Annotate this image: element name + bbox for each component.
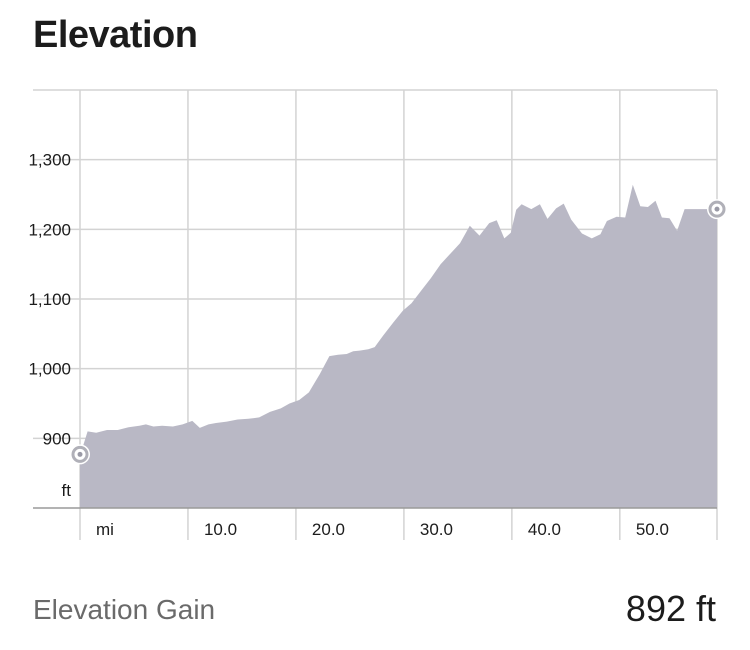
chart-markers — [70, 199, 727, 465]
y-tick-label: 1,300 — [28, 151, 71, 170]
y-tick-label: 1,200 — [28, 220, 71, 239]
elevation-gain-value: 892 ft — [625, 588, 716, 629]
page-title: Elevation — [33, 14, 198, 56]
y-unit-label: ft — [62, 481, 72, 500]
end-marker-dot — [714, 206, 720, 212]
x-tick-label: 10.0 — [204, 520, 237, 539]
x-tick-label: 40.0 — [528, 520, 561, 539]
y-tick-label: 1,000 — [28, 360, 71, 379]
elevation-gain-label: Elevation Gain — [33, 594, 216, 625]
start-marker — [70, 444, 90, 465]
x-tick-label: 30.0 — [420, 520, 453, 539]
end-marker — [707, 199, 727, 220]
x-tick-label: 20.0 — [312, 520, 345, 539]
start-marker-outline — [71, 445, 89, 463]
chart-tick-labels: 900 1,000 1,100 1,200 1,300 10.0 20.0 30.0 40.0 5… — [28, 151, 668, 539]
y-tick-label: 1,100 — [28, 290, 71, 309]
start-marker-dot — [77, 451, 83, 457]
x-tick-label: 50.0 — [636, 520, 669, 539]
y-tick-label: 900 — [43, 429, 71, 448]
x-unit-label: mi — [96, 520, 114, 539]
elevation-area — [80, 184, 717, 508]
end-marker-outline — [708, 200, 726, 218]
